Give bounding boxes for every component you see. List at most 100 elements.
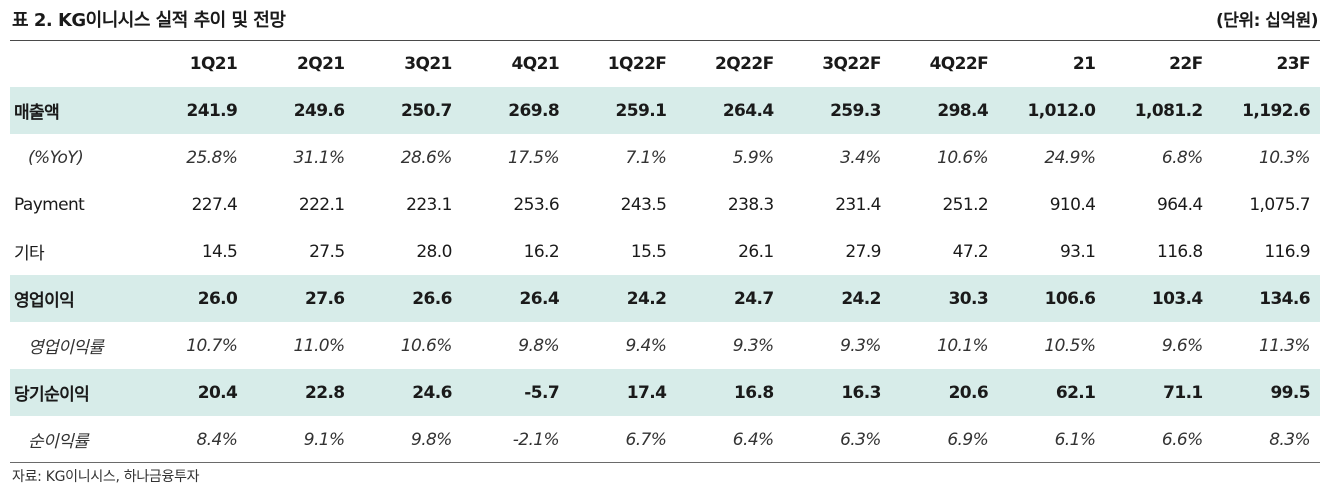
table-row-other: 기타 14.5 27.5 28.0 16.2 15.5 26.1 27.9 47… [10,228,1320,275]
column-header: 23F [1276,54,1311,74]
column-header: 2Q21 [296,54,345,74]
table-cell: 22.8 [247,369,355,416]
table-cell: 116.9 [1264,241,1310,262]
table-row-revenue-yoy: (%YoY) 25.8% 31.1% 28.6% 17.5% 7.1% 5.9%… [10,134,1320,181]
table-cell: 910.4 [1049,194,1096,215]
column-header: 1Q22F [607,54,667,74]
table-cell: 24.9% [1044,147,1096,168]
table-cell: 253.6 [513,194,560,215]
table-cell: 7.1% [625,147,667,168]
table-cell: 28.0 [416,241,452,262]
source-note: 자료: KG이니시스, 하나금융투자 [12,469,200,485]
table-cell: 27.9 [845,241,881,262]
table-cell: 47.2 [952,241,989,262]
top-divider [10,40,1320,41]
table-cell: 1,075.7 [1249,194,1310,215]
table-cell: 1,012.0 [998,87,1106,134]
row-label: (%YoY) [28,147,84,168]
row-label: 당기순이익 [10,369,140,416]
table-cell: 9.3% [732,335,774,356]
column-header: 4Q21 [511,54,560,74]
table-cell: 10.3% [1258,147,1311,168]
row-label: 매출액 [10,87,140,134]
table-cell: 27.6 [247,275,355,322]
column-header: 21 [1072,54,1096,74]
table-cell: 106.6 [998,275,1106,322]
table-cell: 26.1 [738,241,774,262]
table-row-operating-margin: 영업이익률 10.7% 11.0% 10.6% 9.8% 9.4% 9.3% 9… [10,322,1320,369]
table-cell: 9.3% [840,335,881,356]
column-header: 3Q22F [822,54,881,74]
table-cell: 10.5% [1044,335,1096,356]
table-cell: 17.4 [569,369,677,416]
table-cell: 6.3% [840,429,881,450]
table-cell: 6.1% [1054,429,1096,450]
header-row: 1Q21 2Q21 3Q21 4Q21 1Q22F 2Q22F 3Q22F 4Q… [10,41,1320,87]
table-row-operating-profit: 영업이익 26.0 27.6 26.6 26.4 24.2 24.7 24.2 … [10,275,1320,322]
table-cell: 99.5 [1212,369,1320,416]
table-cell: 10.7% [186,335,238,356]
table-cell: 28.6% [400,147,453,168]
table-cell: 62.1 [998,369,1106,416]
table-cell: 24.6 [354,369,462,416]
table-cell: 24.2 [569,275,677,322]
table-cell: 17.5% [508,147,560,168]
table-cell: 243.5 [620,194,667,215]
table-cell: 26.4 [461,275,570,322]
unit-label: (단위: 십억원) [1216,11,1318,31]
table-cell: 24.7 [676,275,784,322]
table-cell: 20.6 [890,369,999,416]
table-cell: 103.4 [1105,275,1213,322]
table-cell: 6.7% [625,429,667,450]
table-cell: 3.4% [840,147,881,168]
table-cell: 10.1% [937,335,989,356]
table-cell: -5.7 [461,369,570,416]
column-header: 2Q22F [715,54,774,74]
table-row-net-income: 당기순이익 20.4 22.8 24.6 -5.7 17.4 16.8 16.3… [10,369,1320,416]
table-cell: 1,192.6 [1212,87,1320,134]
table-cell: 259.3 [783,87,891,134]
table-cell: 6.4% [732,429,774,450]
table-cell: 30.3 [890,275,999,322]
table-cell: 251.2 [942,194,989,215]
table-cell: 93.1 [1059,241,1096,262]
table-cell: 264.4 [676,87,784,134]
table-cell: 222.1 [298,194,345,215]
table-cell: 5.9% [732,147,774,168]
table-cell: 25.8% [186,147,238,168]
table-cell: 71.1 [1105,369,1213,416]
table-cell: 31.1% [293,147,346,168]
table-cell: 231.4 [835,194,881,215]
table-cell: 249.6 [247,87,355,134]
table-cell: 24.2 [783,275,891,322]
table-cell: 10.6% [400,335,453,356]
table-cell: 227.4 [191,194,238,215]
table-cell: 26.0 [140,275,248,322]
column-header: 1Q21 [189,54,238,74]
table-cell: -2.1% [512,429,560,450]
table-row-payment: Payment 227.4 222.1 223.1 253.6 243.5 23… [10,181,1320,228]
row-label: 순이익률 [28,432,89,452]
table-cell: 9.4% [625,335,667,356]
table-cell: 241.9 [140,87,248,134]
table-cell: 16.8 [676,369,784,416]
table-cell: 8.3% [1269,429,1310,450]
table-cell: 11.0% [293,335,346,356]
table-cell: 964.4 [1156,194,1203,215]
column-header: 22F [1169,54,1203,74]
bottom-divider [10,462,1320,463]
row-label: 기타 [14,244,45,264]
table-row-revenue: 매출액 241.9 249.6 250.7 269.8 259.1 264.4 … [10,87,1320,134]
table-cell: 9.8% [518,335,560,356]
row-label: 영업이익률 [28,338,104,358]
table-cell: 223.1 [406,194,452,215]
table-title: 표 2. KG이니시스 실적 추이 및 전망 [12,10,286,31]
table-cell: 9.1% [303,429,345,450]
table-row-net-margin: 순이익률 8.4% 9.1% 9.8% -2.1% 6.7% 6.4% 6.3%… [10,416,1320,463]
column-header: 3Q21 [404,54,452,74]
row-label: 영업이익 [10,275,140,322]
table-cell: 259.1 [569,87,677,134]
table-cell: 116.8 [1156,241,1203,262]
table-cell: 250.7 [354,87,462,134]
table-cell: 26.6 [354,275,462,322]
